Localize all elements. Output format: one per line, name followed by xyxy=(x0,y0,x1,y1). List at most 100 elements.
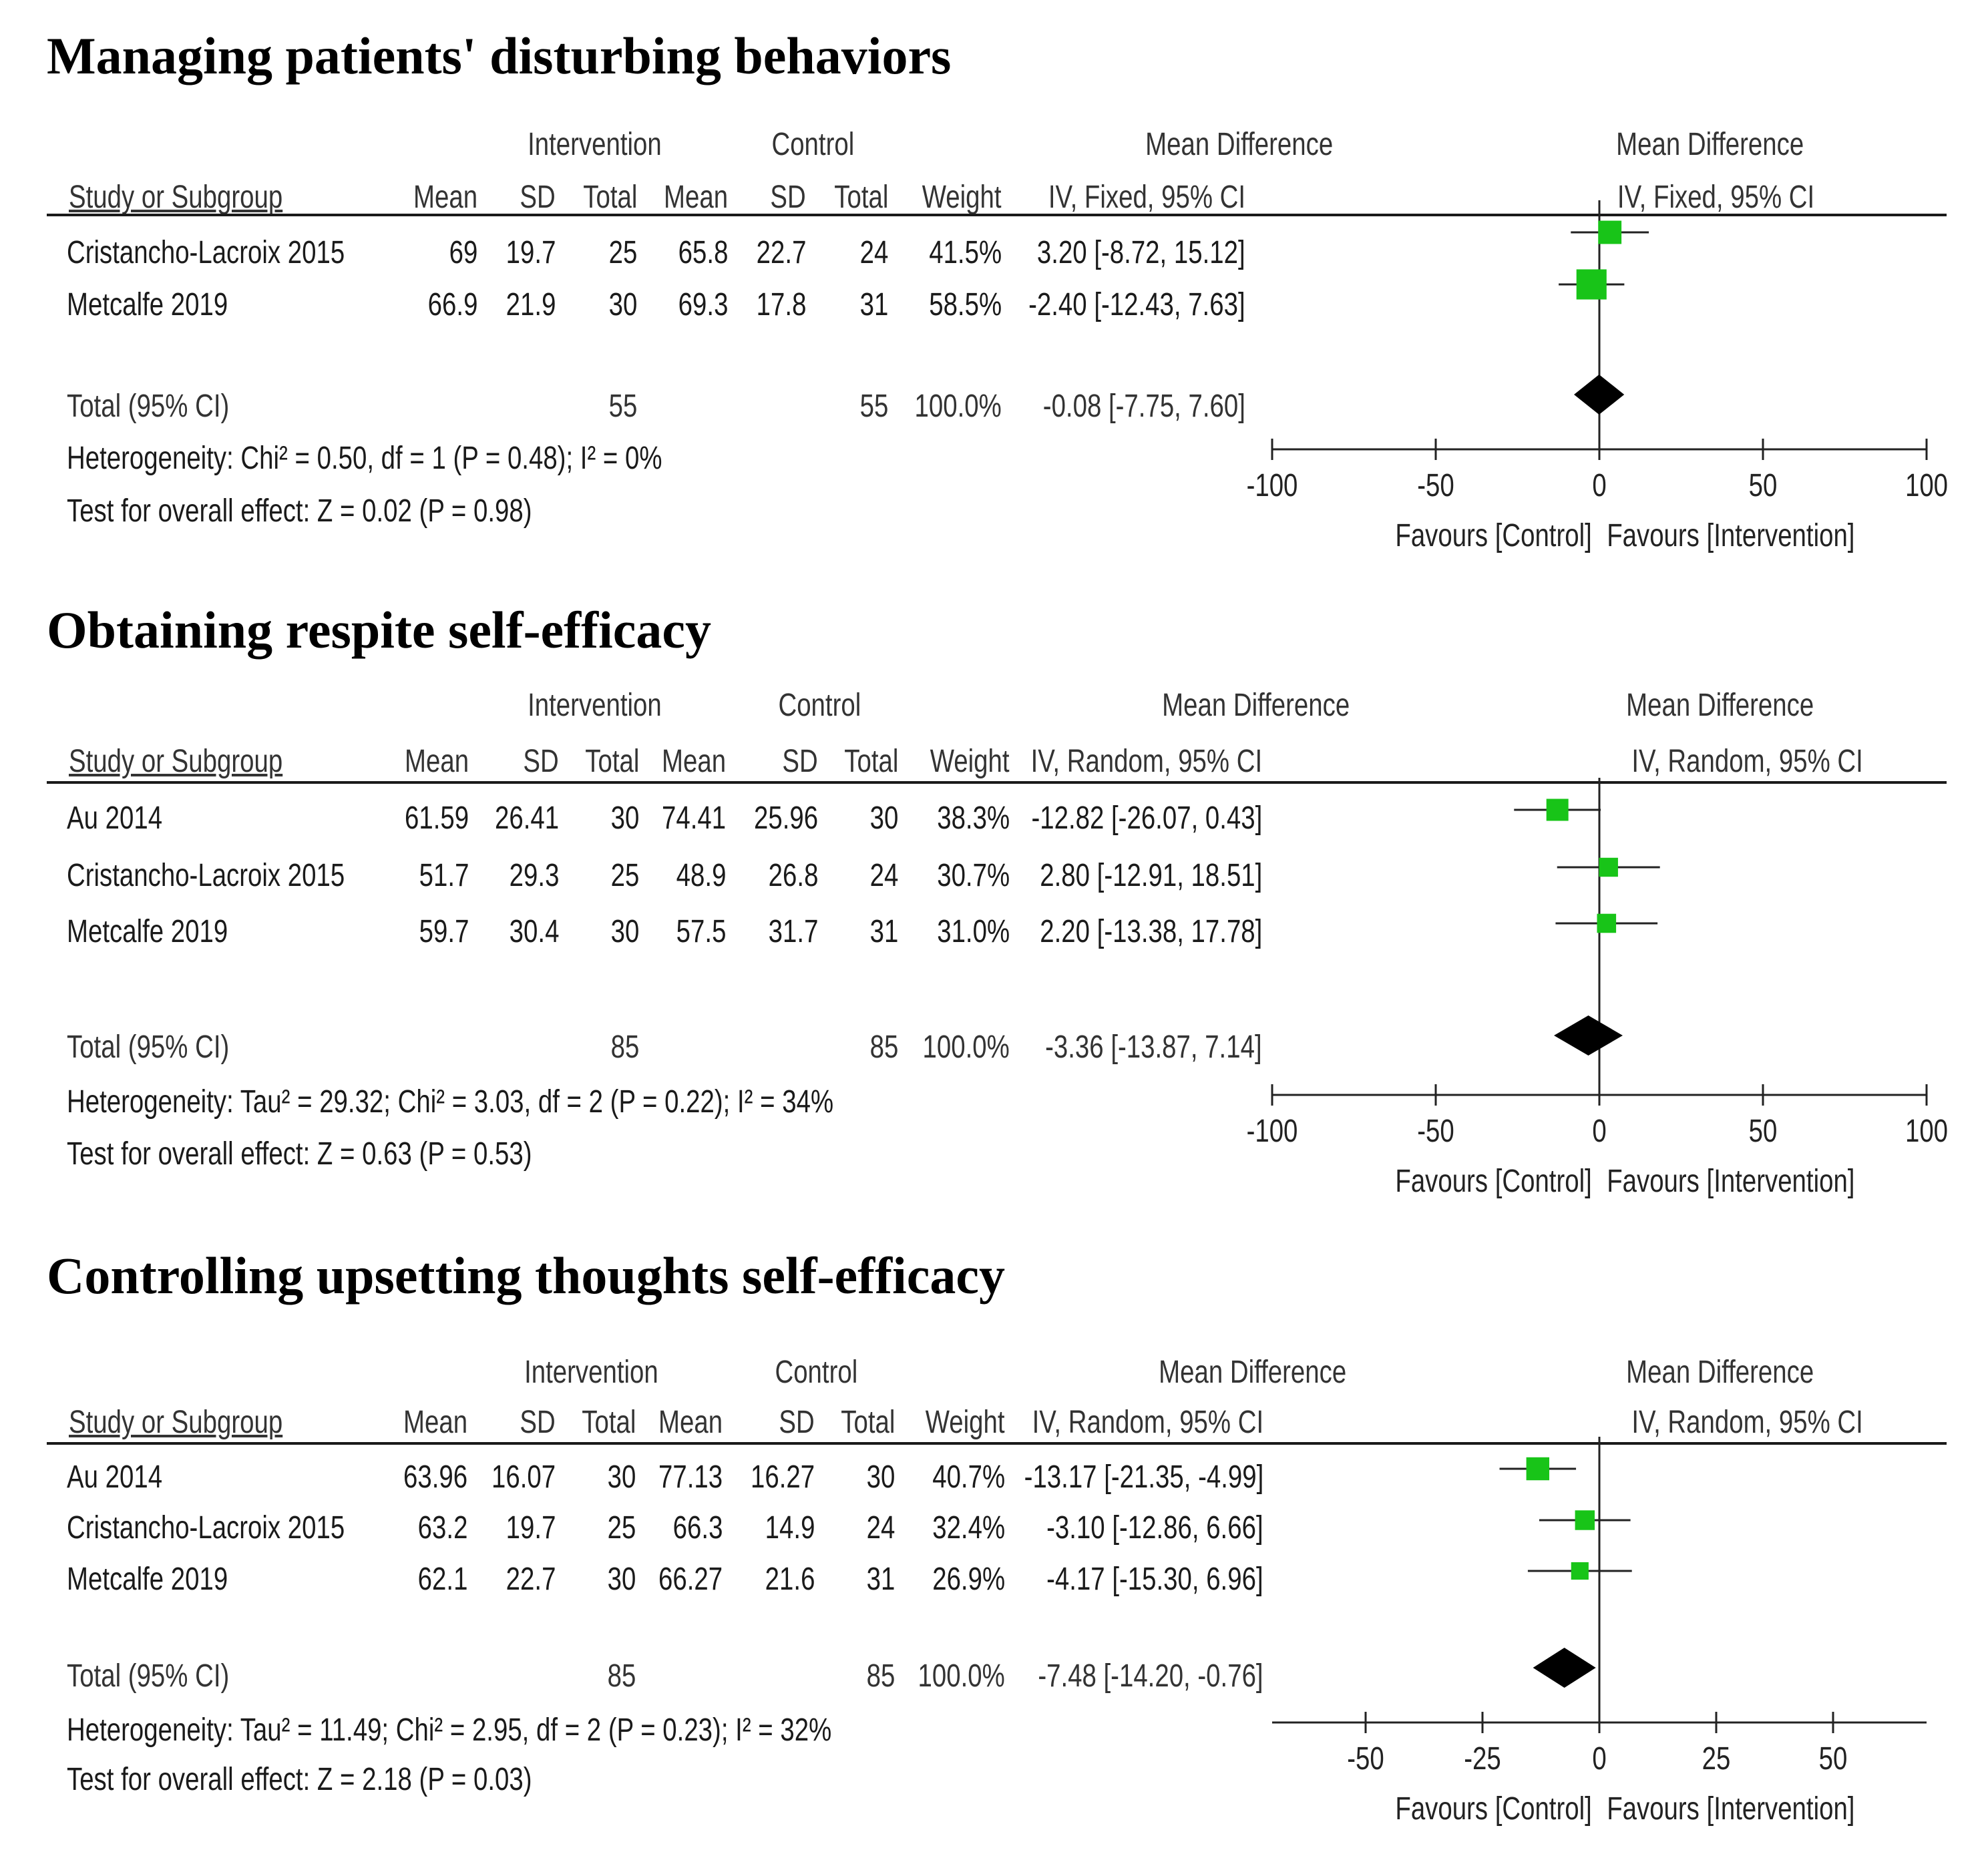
study-name: Metcalfe 2019 xyxy=(67,914,228,949)
control-sd: 26.8 xyxy=(768,858,818,893)
plot-mean-difference-header: Mean Difference xyxy=(1626,688,1814,723)
heterogeneity-text: Heterogeneity: Tau² = 29.32; Chi² = 3.03… xyxy=(67,1084,834,1120)
total-label: Total (95% CI) xyxy=(67,1658,230,1694)
control-total: 30 xyxy=(869,800,898,836)
ci-method-header: IV, Random, 95% CI xyxy=(1032,1405,1264,1440)
intervention-sd: 21.9 xyxy=(506,287,556,322)
study-name: Cristancho-Lacroix 2015 xyxy=(67,858,345,893)
intervention-mean: 51.7 xyxy=(419,858,469,893)
x-tick-label: 0 xyxy=(1592,468,1606,503)
control-total: 24 xyxy=(869,858,898,893)
total-ci: -3.36 [-13.87, 7.14] xyxy=(1045,1029,1262,1065)
favours-intervention-label: Favours [Intervention] xyxy=(1607,518,1854,553)
weight-header: Weight xyxy=(930,744,1010,779)
study-weight: 30.7% xyxy=(937,858,1010,893)
intervention-total: 30 xyxy=(607,1459,636,1495)
intervention-sd: 19.7 xyxy=(506,235,556,270)
x-tick-label: 0 xyxy=(1592,1114,1606,1149)
intervention-total: 30 xyxy=(610,914,639,949)
favours-control-label: Favours [Control] xyxy=(1395,518,1591,553)
x-tick-label: 25 xyxy=(1702,1741,1731,1777)
control-mean: 57.5 xyxy=(676,914,726,949)
effect-square-marker xyxy=(1575,1510,1595,1530)
x-tick-label: -25 xyxy=(1464,1741,1501,1777)
weight-header: Weight xyxy=(926,1405,1005,1440)
study-name: Au 2014 xyxy=(67,800,163,836)
effect-square-marker xyxy=(1597,913,1617,933)
study-ci: -3.10 [-12.86, 6.66] xyxy=(1046,1510,1263,1546)
control-total: 30 xyxy=(866,1459,895,1495)
intervention-mean: 61.59 xyxy=(404,800,469,836)
control-sd: 25.96 xyxy=(753,800,818,836)
plot-mean-difference-header: Mean Difference xyxy=(1616,127,1804,162)
plot-ci-method-header: IV, Fixed, 95% CI xyxy=(1617,180,1815,215)
intervention-mean: 59.7 xyxy=(419,914,469,949)
total-label: Total (95% CI) xyxy=(67,389,230,424)
panel-title: Controlling upsetting thoughts self-effi… xyxy=(47,1246,1006,1305)
control-mean-header: Mean xyxy=(658,1405,723,1440)
control-mean: 69.3 xyxy=(678,287,728,322)
control-group-header: Control xyxy=(771,127,855,162)
effect-square-marker xyxy=(1526,1457,1550,1481)
study-name: Cristancho-Lacroix 2015 xyxy=(67,1510,345,1546)
control-sd: 14.9 xyxy=(765,1510,815,1546)
control-total-header: Total xyxy=(843,744,898,779)
intervention-mean: 69 xyxy=(449,235,477,270)
forest-panel-3: Controlling upsetting thoughts self-effi… xyxy=(0,1250,1988,1837)
x-tick-label: -50 xyxy=(1417,1114,1454,1149)
total-intervention-n: 55 xyxy=(608,389,637,424)
control-total-header: Total xyxy=(840,1405,895,1440)
intervention-mean: 63.2 xyxy=(417,1510,467,1546)
intervention-sd: 19.7 xyxy=(506,1510,556,1546)
study-name: Metcalfe 2019 xyxy=(67,1562,228,1597)
plot-ci-method-header: IV, Random, 95% CI xyxy=(1631,1405,1863,1440)
control-total: 31 xyxy=(869,914,898,949)
control-group-header: Control xyxy=(778,688,861,723)
header-rule xyxy=(47,214,1947,216)
intervention-sd: 22.7 xyxy=(506,1562,556,1597)
mean-difference-header: Mean Difference xyxy=(1159,1355,1347,1390)
x-tick-label: 100 xyxy=(1905,468,1948,503)
heterogeneity-text: Heterogeneity: Chi² = 0.50, df = 1 (P = … xyxy=(67,441,662,476)
total-control-n: 55 xyxy=(859,389,888,424)
total-weight: 100.0% xyxy=(914,389,1002,424)
total-label: Total (95% CI) xyxy=(67,1029,230,1065)
panel-title: Obtaining respite self-efficacy xyxy=(47,601,712,659)
control-mean: 66.27 xyxy=(658,1562,723,1597)
study-weight: 26.9% xyxy=(932,1562,1005,1597)
total-control-n: 85 xyxy=(866,1658,895,1694)
study-weight: 38.3% xyxy=(937,800,1010,836)
ci-method-header: IV, Fixed, 95% CI xyxy=(1048,180,1245,215)
total-ci: -0.08 [-7.75, 7.60] xyxy=(1042,389,1245,424)
study-ci: 2.20 [-13.38, 17.78] xyxy=(1039,914,1262,949)
study-weight: 58.5% xyxy=(929,287,1002,322)
total-control-n: 85 xyxy=(869,1029,898,1065)
intervention-total: 30 xyxy=(608,287,637,322)
intervention-sd-header: SD xyxy=(520,1405,556,1440)
study-weight: 41.5% xyxy=(929,235,1002,270)
x-tick-label: 50 xyxy=(1749,1114,1778,1149)
plot-ci-method-header: IV, Random, 95% CI xyxy=(1631,744,1863,779)
favours-control-label: Favours [Control] xyxy=(1395,1164,1591,1199)
pooled-effect-diamond xyxy=(1554,1015,1623,1056)
effect-square-marker xyxy=(1546,798,1569,821)
control-sd-header: SD xyxy=(770,180,806,215)
x-tick-label: -100 xyxy=(1247,1114,1298,1149)
study-weight: 40.7% xyxy=(932,1459,1005,1495)
mean-difference-header: Mean Difference xyxy=(1145,127,1334,162)
intervention-mean: 66.9 xyxy=(427,287,477,322)
control-total: 31 xyxy=(866,1562,895,1597)
panel-title: Managing patients' disturbing behaviors xyxy=(47,27,952,85)
intervention-sd-header: SD xyxy=(520,180,556,215)
intervention-total: 25 xyxy=(610,858,639,893)
plot-mean-difference-header: Mean Difference xyxy=(1626,1355,1814,1390)
control-sd: 31.7 xyxy=(768,914,818,949)
study-name: Au 2014 xyxy=(67,1459,163,1495)
intervention-total: 30 xyxy=(607,1562,636,1597)
pooled-effect-diamond xyxy=(1574,375,1625,415)
intervention-mean-header: Mean xyxy=(413,180,477,215)
ci-method-header: IV, Random, 95% CI xyxy=(1030,744,1263,779)
effect-square-marker xyxy=(1571,1562,1589,1580)
forest-plot: -50 -25 0 25 50 Favours [Control] Favours [Int… xyxy=(1272,1437,1927,1827)
